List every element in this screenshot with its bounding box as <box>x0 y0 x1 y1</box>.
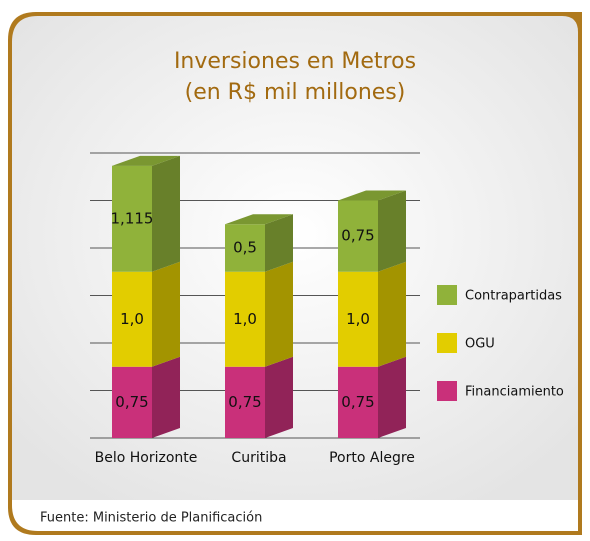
bar-front <box>338 366 378 438</box>
legend-swatch <box>437 381 457 401</box>
bar-side <box>265 261 293 367</box>
legend-label: OGU <box>465 337 495 352</box>
bar-front <box>112 271 152 367</box>
value-label: 0,75 <box>115 393 148 411</box>
bar-side <box>378 356 406 438</box>
bar-front <box>225 224 265 272</box>
legend-swatch <box>437 285 457 305</box>
bar-top <box>225 214 293 225</box>
bar-top <box>112 155 180 166</box>
source-strip <box>12 500 578 531</box>
bar-front <box>112 366 152 438</box>
value-label: 0,75 <box>228 393 261 411</box>
bar-side <box>152 356 180 438</box>
bar-side <box>378 261 406 367</box>
value-label: 0,75 <box>341 227 374 245</box>
bar-side <box>152 155 180 272</box>
bar-front <box>338 200 378 272</box>
value-label: 1,115 <box>111 209 154 227</box>
bar-front <box>338 271 378 367</box>
bar-side <box>265 214 293 272</box>
legend-swatch <box>437 333 457 353</box>
bar-side <box>265 356 293 438</box>
bar-front <box>225 271 265 367</box>
bar-top <box>338 190 406 201</box>
chart-title: Inversiones en Metros <box>174 49 416 74</box>
x-tick-label: Curitiba <box>231 450 287 466</box>
bar-side <box>378 190 406 272</box>
value-label: 0,75 <box>341 393 374 411</box>
x-tick-label: Porto Alegre <box>329 450 415 466</box>
legend-label: Financiamiento <box>465 385 564 400</box>
bar-front <box>112 165 152 272</box>
source: Fuente: Ministerio de Planificación <box>40 511 262 526</box>
bar-side <box>152 261 180 367</box>
value-label: 0,5 <box>233 239 257 257</box>
value-label: 1,0 <box>233 310 257 328</box>
x-tick-label: Belo Horizonte <box>94 450 198 466</box>
bar-front <box>225 366 265 438</box>
value-label: 1,0 <box>346 310 370 328</box>
legend-label: Contrapartidas <box>465 289 562 304</box>
chart-subtitle: (en R$ mil millones) <box>185 80 406 105</box>
value-label: 1,0 <box>120 310 144 328</box>
